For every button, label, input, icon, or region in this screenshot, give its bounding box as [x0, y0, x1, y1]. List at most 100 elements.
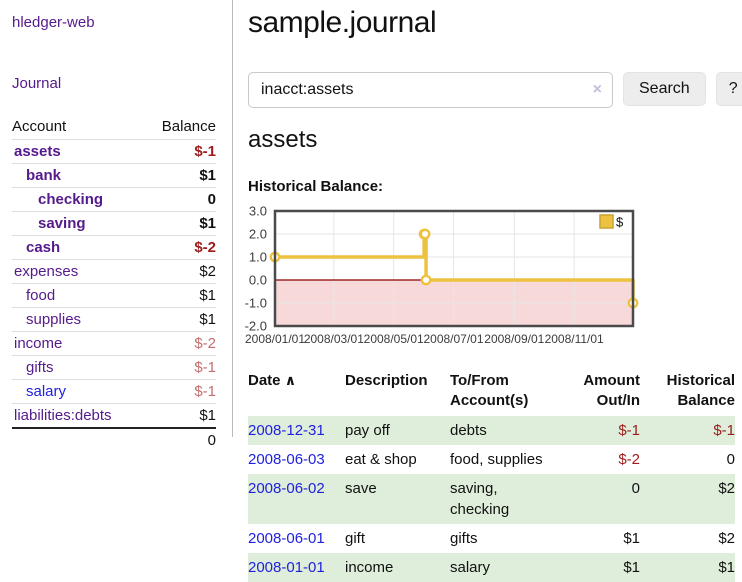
main-pane: sample.journal × Search ? assets Histori… [233, 0, 742, 582]
account-balance: $2 [199, 263, 216, 280]
account-balance: $1 [199, 167, 216, 184]
transaction-row: 2008-12-31 pay off debts $-1 $-1 [248, 416, 735, 445]
svg-text:2008/01/01: 2008/01/01 [245, 332, 305, 346]
transaction-accounts: salary [450, 559, 491, 576]
account-balance: $-1 [194, 383, 216, 400]
svg-text:-2.0: -2.0 [245, 319, 267, 334]
account-row: supplies $1 [12, 307, 216, 332]
search-input[interactable] [248, 72, 613, 108]
transaction-accounts: gifts [450, 530, 478, 547]
svg-text:-1.0: -1.0 [245, 296, 267, 311]
sidebar-account-link[interactable]: gifts [26, 359, 54, 376]
transaction-balance: $1 [718, 559, 735, 576]
account-row: saving $1 [12, 211, 216, 236]
account-row: expenses $2 [12, 259, 216, 284]
account-balance: $-1 [194, 143, 216, 160]
svg-text:2.0: 2.0 [249, 227, 267, 242]
transaction-row: 2008-06-03 eat & shop food, supplies $-2 0 [248, 445, 735, 474]
sidebar-account-link[interactable]: salary [26, 383, 67, 400]
svg-text:2008/09/01: 2008/09/01 [484, 332, 544, 346]
account-row: assets $-1 [12, 139, 216, 164]
transaction-description: save [345, 480, 377, 497]
app-home-link[interactable]: hledger-web [12, 14, 95, 31]
register-heading: assets [248, 126, 318, 153]
transaction-balance: $2 [718, 480, 735, 497]
chart-title: Historical Balance: [248, 178, 384, 195]
transaction-description: eat & shop [345, 451, 417, 468]
account-row: bank $1 [12, 163, 216, 188]
transaction-row: 2008-06-01 gift gifts $1 $2 [248, 524, 735, 553]
svg-text:1.0: 1.0 [249, 250, 267, 265]
sidebar: hledger-web Journal Account Balance asse… [0, 0, 233, 449]
historical-balance-chart[interactable]: 3.0 2.0 1.0 0.0 -1.0 -2.0 2008/01/01 2008/03/01… [245, 204, 727, 357]
sidebar-account-link[interactable]: checking [38, 191, 104, 208]
sidebar-account-link[interactable]: liabilities:debts [14, 407, 112, 424]
sidebar-account-link[interactable]: supplies [26, 311, 82, 328]
transaction-date-link[interactable]: 2008-06-01 [248, 530, 325, 547]
account-row: gifts $-1 [12, 355, 216, 380]
account-balance: $-2 [194, 239, 216, 256]
accounts-table: Account Balance assets $-1 bank $1 checking 0… [12, 114, 216, 452]
sidebar-account-link[interactable]: saving [38, 215, 86, 232]
sidebar-account-link[interactable]: income [14, 335, 63, 352]
svg-text:0.0: 0.0 [249, 273, 267, 288]
column-header-amount: Amount Out/In [583, 372, 640, 409]
accounts-total-row: 0 [12, 428, 216, 452]
transaction-amount: $1 [623, 559, 640, 576]
svg-text:2008/03/01: 2008/03/01 [304, 332, 364, 346]
account-balance: $1 [199, 287, 216, 304]
transaction-amount: $-2 [618, 451, 640, 468]
column-header-accounts: To/From Account(s) [450, 372, 529, 409]
sidebar-item-journal[interactable]: Journal [12, 75, 62, 92]
column-header-date[interactable]: Date ∧ [248, 372, 297, 389]
transaction-date-link[interactable]: 2008-06-02 [248, 480, 325, 497]
sidebar-account-link[interactable]: expenses [14, 263, 79, 280]
transaction-date-link[interactable]: 2008-06-03 [248, 451, 325, 468]
sidebar-account-link[interactable]: assets [14, 143, 61, 160]
svg-text:2008/07/01: 2008/07/01 [423, 332, 483, 346]
account-row: salary $-1 [12, 379, 216, 404]
accounts-total-spacer [12, 428, 144, 452]
search-help-button[interactable]: ? [715, 72, 742, 106]
transaction-row: 2008-01-01 income salary $1 $1 [248, 553, 735, 582]
transaction-date-cell: 2008-06-03 [248, 445, 345, 474]
accounts-total-value: 0 [207, 432, 216, 449]
svg-text:3.0: 3.0 [249, 204, 267, 219]
transaction-balance: 0 [726, 451, 735, 468]
account-balance: $1 [199, 407, 216, 424]
account-balance: $1 [199, 311, 216, 328]
sidebar-account-link[interactable]: food [26, 287, 56, 304]
sort-ascending-icon[interactable]: ∧ [284, 372, 297, 388]
account-balance: $-1 [194, 359, 216, 376]
transaction-balance: $-1 [713, 422, 735, 439]
app-title: hledger-web [12, 14, 232, 31]
transaction-balance: $2 [718, 530, 735, 547]
transaction-accounts: debts [450, 422, 487, 439]
account-balance: $-2 [194, 335, 216, 352]
svg-text:2008/11/01: 2008/11/01 [545, 332, 604, 346]
transaction-amount: $-1 [618, 422, 640, 439]
column-header-balance: Historical Balance [666, 372, 735, 409]
account-row: income $-2 [12, 331, 216, 356]
page-title: sample.journal [248, 6, 437, 39]
transaction-date-cell: 2008-06-01 [248, 524, 345, 553]
sidebar-account-link[interactable]: cash [26, 239, 61, 256]
transaction-description: gift [345, 530, 366, 547]
account-column-header: Account [12, 118, 67, 135]
account-row: liabilities:debts $1 [12, 403, 216, 429]
transaction-date-link[interactable]: 2008-01-01 [248, 559, 325, 576]
clear-search-icon[interactable]: × [592, 81, 602, 98]
transaction-date-cell: 2008-06-02 [248, 474, 345, 524]
column-header-description: Description [345, 372, 428, 389]
transaction-date-link[interactable]: 2008-12-31 [248, 422, 325, 439]
transaction-description: income [345, 559, 394, 576]
search-form: × Search ? [248, 72, 742, 108]
transaction-row: 2008-06-02 save saving, checking 0 $2 [248, 474, 735, 524]
account-balance: 0 [207, 191, 216, 208]
transaction-description: pay off [345, 422, 390, 439]
sidebar-account-link[interactable]: bank [26, 167, 62, 184]
account-balance: $1 [199, 215, 216, 232]
search-button[interactable]: Search [623, 72, 706, 106]
register-table: Date ∧ Description To/From Account(s) Am… [248, 369, 735, 582]
